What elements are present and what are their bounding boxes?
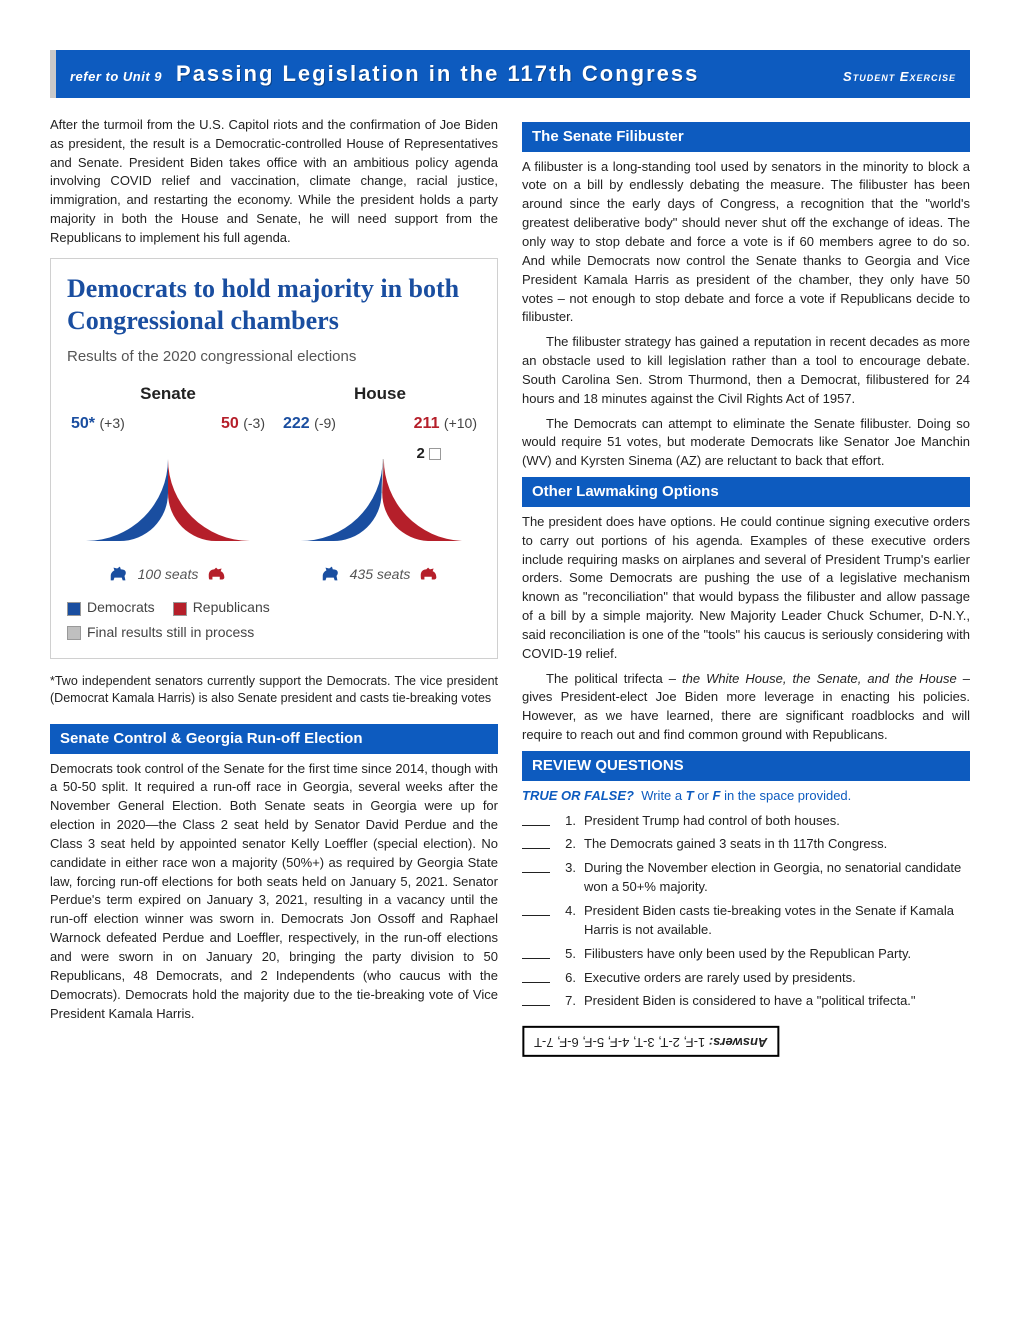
answer-blank[interactable] — [522, 835, 550, 849]
filibuster-p3: The Democrats can attempt to eliminate t… — [522, 415, 970, 472]
senate-seats-label: 100 seats — [138, 564, 199, 584]
arc-charts-row: Senate 50* (+3) 50 (-3) 100 seats House — [67, 382, 481, 586]
answer-blank[interactable] — [522, 859, 550, 873]
exercise-tag: Student Exercise — [843, 68, 956, 87]
senate-dem-count: 50* (+3) — [71, 412, 125, 435]
review-question: 1.President Trump had control of both ho… — [522, 812, 970, 831]
review-question-list: 1.President Trump had control of both ho… — [522, 812, 970, 1012]
senate-head: Senate — [67, 382, 269, 407]
filibuster-heading: The Senate Filibuster — [522, 122, 970, 152]
donkey-icon — [108, 563, 130, 585]
review-instructions: TRUE OR FALSE? Write a T or F in the spa… — [522, 787, 970, 806]
chart-legend: Democrats Republicans Final results stil… — [67, 597, 481, 642]
house-arc-chart — [280, 441, 480, 551]
options-p2: The political trifecta – the White House… — [522, 670, 970, 745]
house-arc-col: House 222 (-9) 211 (+10) 2 4 — [279, 382, 481, 586]
senate-arc-col: Senate 50* (+3) 50 (-3) 100 seats — [67, 382, 269, 586]
house-dem-count: 222 (-9) — [283, 412, 336, 435]
two-column-layout: After the turmoil from the U.S. Capitol … — [50, 116, 970, 1057]
elephant-icon — [206, 563, 228, 585]
senate-arc-chart — [68, 441, 268, 551]
senate-rep-count: 50 (-3) — [221, 412, 265, 435]
legend-other: Final results still in process — [67, 622, 254, 642]
answers-box: Answers: 1-F, 2-T, 3-T, 4-F, 5-F, 6-F, 7… — [522, 1026, 779, 1057]
senate-seats-row: 100 seats — [67, 563, 269, 585]
answer-blank[interactable] — [522, 902, 550, 916]
chart-subtitle: Results of the 2020 congressional electi… — [67, 346, 481, 368]
answer-blank[interactable] — [522, 969, 550, 983]
left-column: After the turmoil from the U.S. Capitol … — [50, 116, 498, 1057]
house-seats-row: 435 seats — [279, 563, 481, 585]
review-heading: REVIEW QUESTIONS — [522, 751, 970, 781]
filibuster-p2: The filibuster strategy has gained a rep… — [522, 333, 970, 408]
title-bar: refer to Unit 9 Passing Legislation in t… — [50, 50, 970, 98]
georgia-body: Democrats took control of the Senate for… — [50, 760, 498, 1024]
legend-rep: Republicans — [173, 597, 270, 617]
options-p1: The president does have options. He coul… — [522, 513, 970, 664]
page-title: Passing Legislation in the 117th Congres… — [176, 58, 829, 90]
intro-paragraph: After the turmoil from the U.S. Capitol … — [50, 116, 498, 248]
review-question: 5.Filibusters have only been used by the… — [522, 945, 970, 964]
house-head: House — [279, 382, 481, 407]
donkey-icon — [320, 563, 342, 585]
elephant-icon — [418, 563, 440, 585]
house-other-label: 2 — [416, 443, 447, 465]
review-question: 6.Executive orders are rarely used by pr… — [522, 969, 970, 988]
chart-footnote: *Two independent senators currently supp… — [50, 673, 498, 708]
chart-title: Democrats to hold majority in both Congr… — [67, 273, 481, 338]
house-numbers: 222 (-9) 211 (+10) — [279, 412, 481, 435]
georgia-heading: Senate Control & Georgia Run-off Electio… — [50, 724, 498, 754]
answer-blank[interactable] — [522, 992, 550, 1006]
congress-chart-card: Democrats to hold majority in both Congr… — [50, 258, 498, 659]
answer-blank[interactable] — [522, 945, 550, 959]
review-question: 4.President Biden casts tie-breaking vot… — [522, 902, 970, 940]
senate-numbers: 50* (+3) 50 (-3) — [67, 412, 269, 435]
refer-label: refer to Unit 9 — [70, 68, 162, 87]
legend-dem: Democrats — [67, 597, 155, 617]
review-question: 3.During the November election in Georgi… — [522, 859, 970, 897]
answer-blank[interactable] — [522, 812, 550, 826]
filibuster-p1: A filibuster is a long-standing tool use… — [522, 158, 970, 328]
review-question: 7.President Biden is considered to have … — [522, 992, 970, 1011]
review-question: 2.The Democrats gained 3 seats in th 117… — [522, 835, 970, 854]
house-seats-label: 435 seats — [350, 564, 411, 584]
right-column: The Senate Filibuster A filibuster is a … — [522, 116, 970, 1057]
options-heading: Other Lawmaking Options — [522, 477, 970, 507]
house-rep-count: 211 (+10) — [414, 412, 477, 435]
